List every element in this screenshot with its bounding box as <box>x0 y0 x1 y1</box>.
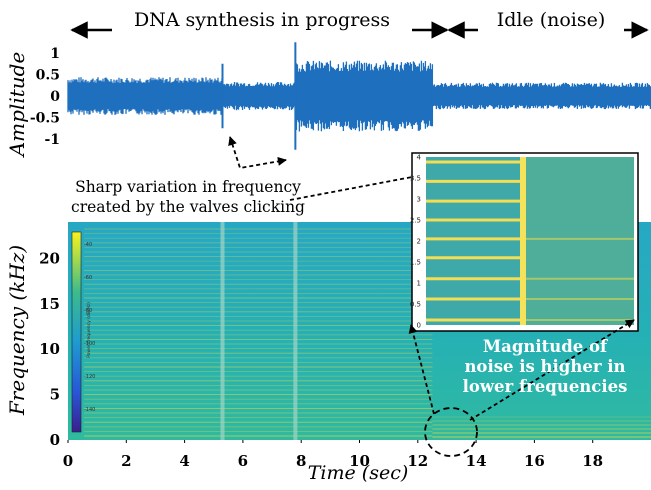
colorbar-tick: -80 <box>84 308 92 314</box>
inset-y-ticks: 4 3.5 3 2.5 2 1.5 1 0.5 0 <box>410 154 422 330</box>
inset-transition <box>520 157 526 325</box>
x-tick-label: 16 <box>524 452 545 470</box>
noise-annotation-line3: lower frequencies <box>463 377 628 396</box>
inset-y-tick: 0.5 <box>410 301 421 309</box>
valve-annotation-arrow <box>228 136 287 170</box>
colorbar-tick: -120 <box>84 374 95 380</box>
colorbar-tick: -40 <box>84 242 92 248</box>
spectrogram-harmonics <box>84 222 651 440</box>
inset-left-region <box>426 157 522 325</box>
time-axis-label: Time (sec) <box>308 462 409 484</box>
waveform-y-tick: -1 <box>44 132 60 148</box>
x-tick-label: 10 <box>349 452 370 470</box>
y-tick-label: 20 <box>39 249 60 267</box>
waveform-segment-3 <box>431 82 651 110</box>
valve-annotation-connector <box>289 176 413 201</box>
colorbar-tick: -60 <box>84 275 92 281</box>
inset-y-tick: 3.5 <box>410 175 421 183</box>
inset-y-tick: 2.5 <box>410 217 421 225</box>
inset-y-tick: 1 <box>417 280 421 288</box>
x-tick-label: 18 <box>582 452 603 470</box>
waveform-y-tick: 0 <box>50 89 60 105</box>
valve-click-vertical-1 <box>293 222 298 440</box>
inset-y-tick: 4 <box>417 154 422 162</box>
y-tick-label: 15 <box>39 295 60 313</box>
low-frequency-circle <box>424 407 478 457</box>
inset-pointer-left <box>408 324 435 415</box>
synthesis-label: DNA synthesis in progress <box>134 9 390 31</box>
noise-annotation-line2: noise is higher in <box>464 357 625 376</box>
x-tick-label: 14 <box>466 452 487 470</box>
inset-harmonics <box>426 157 634 325</box>
x-tick-label: 8 <box>296 452 306 470</box>
waveform-segment-0 <box>67 77 223 115</box>
valve-click-vertical-0 <box>220 222 225 440</box>
colorbar-tick: -100 <box>84 341 95 347</box>
colorbar-label: Power/frequency (dB/Hz) <box>86 302 92 358</box>
inset-y-tick: 2 <box>417 238 421 246</box>
idle-label-bg <box>478 8 624 32</box>
colorbar <box>71 231 82 433</box>
waveform-plot <box>67 42 651 150</box>
x-tick-label: 12 <box>407 452 428 470</box>
inset-y-tick: 3 <box>417 196 421 204</box>
x-tick-label: 0 <box>63 452 73 470</box>
frequency-axis-label: Frequency (kHz) <box>5 245 29 416</box>
colorbar-tick: -140 <box>84 407 95 413</box>
x-tick-label: 4 <box>179 452 189 470</box>
valve-annotation-line2: created by the valves clicking <box>71 198 305 216</box>
spectrogram-inset: 4 3.5 3 2.5 2 1.5 1 0.5 0 <box>410 152 639 332</box>
waveform-segment-2 <box>294 60 434 132</box>
y-tick-label: 10 <box>39 340 60 358</box>
waveform-y-ticks: 1 0.5 0 -0.5 -1 <box>30 46 60 148</box>
idle-label: Idle (noise) <box>497 9 606 31</box>
synthesis-label-bg <box>112 8 412 32</box>
noise-annotation-line1: Magnitude of <box>483 337 608 356</box>
waveform-segment-1 <box>221 82 296 111</box>
inset-y-tick: 1.5 <box>410 259 421 267</box>
waveform-y-tick: 1 <box>50 46 60 62</box>
noise-annotation: Magnitude of noise is higher in lower fr… <box>408 319 635 457</box>
colorbar-ticks: -40 -60 -80 -100 -120 -140 <box>84 242 95 413</box>
waveform-y-tick: 0.5 <box>36 68 60 84</box>
waveform-y-tick: -0.5 <box>30 111 60 127</box>
x-tick-label: 2 <box>121 452 131 470</box>
valve-annotation-line1: Sharp variation in frequency <box>75 178 301 196</box>
x-tick-label: 6 <box>238 452 248 470</box>
y-tick-label: 0 <box>50 431 60 449</box>
waveform-panel: 1 0.5 0 -0.5 -1 Amplitude DNA synthesis in p… <box>5 8 651 216</box>
y-tick-label: 5 <box>50 386 60 404</box>
amplitude-axis-label: Amplitude <box>5 52 29 159</box>
inset-y-tick: 0 <box>417 322 421 330</box>
